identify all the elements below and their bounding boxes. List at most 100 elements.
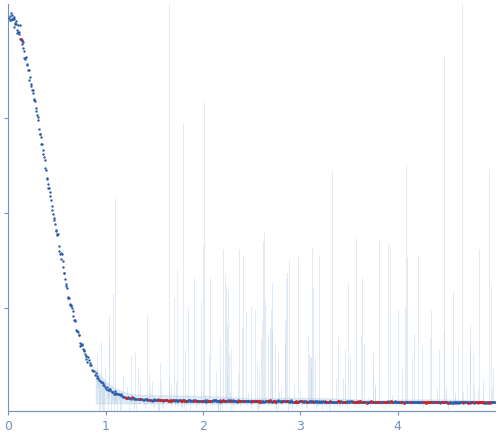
Point (457, 399, 465, 406)
Point (163, 397, 171, 404)
Point (346, 398, 354, 405)
Point (193, 398, 201, 405)
Point (423, 399, 431, 406)
Point (148, 397, 156, 404)
Point (263, 398, 271, 405)
Point (417, 399, 425, 406)
Point (271, 399, 279, 406)
Point (285, 398, 293, 405)
Point (287, 397, 295, 404)
Point (435, 399, 443, 406)
Point (317, 398, 325, 405)
Point (197, 397, 205, 404)
Point (213, 397, 221, 404)
Point (419, 399, 427, 406)
Point (239, 397, 247, 404)
Point (259, 399, 267, 406)
Point (471, 399, 479, 406)
Point (239, 397, 247, 404)
Point (234, 398, 242, 405)
Point (31, 97, 39, 104)
Point (199, 397, 207, 404)
Point (11, 19, 19, 26)
Point (20, 54, 28, 61)
Point (158, 396, 166, 403)
Point (24, 66, 32, 73)
Point (169, 397, 177, 404)
Point (204, 398, 212, 405)
Point (415, 399, 423, 406)
Point (100, 382, 108, 388)
Point (238, 397, 246, 404)
Point (340, 398, 348, 405)
Point (300, 398, 308, 405)
Point (348, 399, 356, 406)
Point (113, 391, 121, 398)
Point (403, 399, 411, 406)
Point (382, 398, 390, 405)
Point (420, 398, 428, 405)
Point (165, 397, 173, 404)
Point (55, 242, 63, 249)
Point (99, 382, 107, 389)
Point (215, 397, 223, 404)
Point (479, 399, 487, 406)
Point (153, 396, 161, 403)
Point (289, 398, 297, 405)
Point (81, 352, 89, 359)
Point (159, 397, 167, 404)
Point (186, 397, 194, 404)
Point (49, 211, 57, 218)
Point (46, 189, 54, 196)
Point (43, 176, 51, 183)
Point (478, 399, 486, 406)
Point (369, 399, 377, 406)
Point (217, 398, 225, 405)
Point (78, 340, 86, 347)
Point (458, 399, 466, 406)
Point (184, 397, 192, 404)
Point (488, 399, 496, 406)
Point (194, 397, 202, 404)
Point (28, 87, 36, 94)
Point (140, 396, 148, 403)
Point (87, 362, 95, 369)
Point (439, 399, 447, 406)
Point (458, 399, 466, 406)
Point (397, 399, 405, 406)
Point (295, 398, 303, 405)
Point (302, 398, 310, 405)
Point (231, 398, 239, 405)
Point (10, 23, 18, 30)
Point (432, 399, 440, 406)
Point (62, 282, 70, 289)
Point (284, 398, 292, 405)
Point (341, 399, 349, 406)
Point (50, 217, 58, 224)
Point (356, 399, 364, 406)
Point (475, 399, 483, 406)
Point (482, 399, 490, 406)
Point (418, 399, 426, 406)
Point (406, 399, 414, 406)
Point (318, 399, 326, 406)
Point (358, 399, 366, 406)
Point (469, 399, 477, 406)
Point (438, 399, 446, 406)
Point (314, 399, 322, 406)
Point (160, 396, 168, 403)
Point (232, 397, 240, 404)
Point (326, 398, 334, 405)
Point (245, 398, 253, 405)
Point (53, 232, 61, 239)
Point (246, 398, 254, 405)
Point (291, 399, 299, 406)
Point (202, 398, 210, 405)
Point (122, 394, 130, 401)
Point (8, 16, 16, 23)
Point (90, 368, 98, 375)
Point (262, 398, 270, 405)
Point (178, 396, 186, 403)
Point (98, 379, 106, 386)
Point (51, 221, 59, 228)
